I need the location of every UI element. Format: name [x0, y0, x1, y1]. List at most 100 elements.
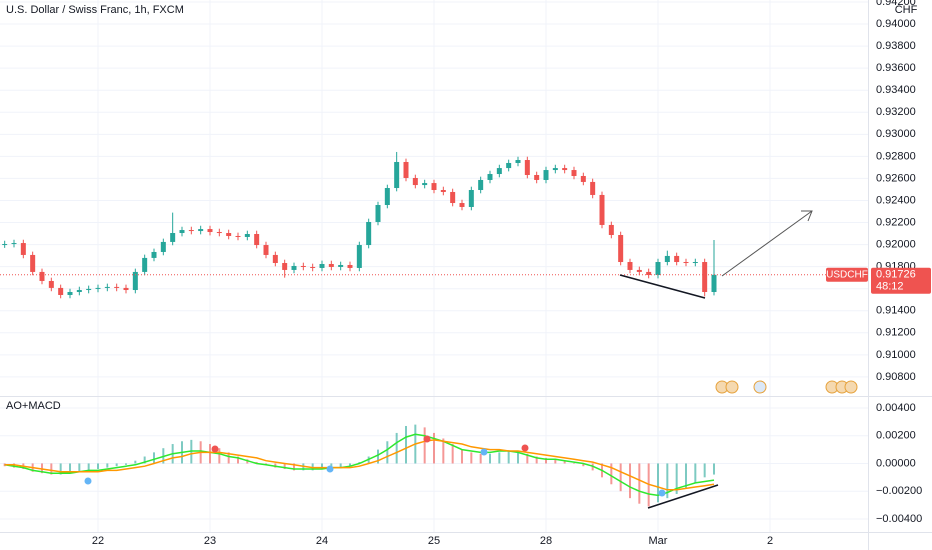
y-tick-label: 0.93400: [876, 84, 916, 96]
histogram-bar: [143, 456, 146, 464]
x-tick-label: 24: [316, 535, 328, 547]
histogram-bar: [3, 463, 6, 467]
candle-body: [142, 257, 148, 272]
histogram-bar: [115, 463, 118, 467]
candle-body: [534, 175, 540, 180]
symbol-tag: [826, 267, 868, 282]
candle-body: [431, 183, 437, 191]
histogram-bar: [554, 459, 557, 464]
histogram-bar: [713, 463, 715, 475]
y-tick-label: 0.93000: [876, 128, 916, 140]
price-tag: [871, 267, 931, 294]
marks: [0, 151, 868, 507]
candle-body: [216, 232, 222, 234]
histogram-bar: [106, 463, 109, 468]
histogram-bar: [218, 448, 221, 464]
candle-body: [179, 230, 185, 234]
event-flag[interactable]: [725, 380, 739, 394]
histogram-bar: [694, 463, 697, 483]
histogram-bar: [209, 444, 211, 464]
y-tick-label: 0.91400: [876, 305, 916, 317]
candle-body: [235, 235, 241, 237]
histogram-bar: [97, 463, 99, 470]
candle-body: [562, 168, 568, 171]
candle-body: [244, 234, 250, 237]
histogram-bar: [153, 452, 155, 464]
candle-body: [440, 190, 446, 192]
candle-body: [394, 161, 400, 189]
candle-body: [310, 266, 316, 268]
candle-body: [272, 254, 278, 264]
histogram-bar: [461, 449, 463, 464]
candle-body: [450, 191, 456, 204]
cross-dot: [423, 435, 431, 443]
countdown-label: 48:12: [876, 281, 904, 293]
candle-body: [412, 177, 418, 186]
candle-body: [67, 292, 73, 295]
indicator-title: AO+MACD: [6, 400, 61, 412]
histogram-bar: [339, 463, 342, 468]
histogram-bar: [638, 463, 641, 504]
cross-dot: [658, 489, 666, 497]
candle-body: [76, 290, 82, 293]
y-tick-label: 0.94200: [876, 0, 916, 8]
candle-body: [151, 251, 157, 258]
candle-body: [590, 181, 596, 195]
x-tick-label: Mar: [649, 535, 668, 547]
histogram-bar: [78, 463, 81, 472]
y-tick-label: 0.92200: [876, 216, 916, 228]
candle-body: [702, 262, 708, 293]
candle-body: [20, 243, 26, 255]
candle-body: [95, 287, 101, 289]
candle-body: [291, 265, 297, 270]
candle-body: [646, 271, 652, 276]
candle-body: [543, 170, 549, 180]
histogram-bar: [703, 463, 706, 478]
candle-body: [207, 229, 213, 233]
histogram-bar: [134, 460, 137, 464]
event-flags[interactable]: [715, 380, 858, 394]
arrow-line: [721, 210, 813, 277]
histogram-bar: [349, 463, 351, 467]
histogram-bar: [125, 463, 127, 465]
histogram-bar: [470, 452, 473, 464]
candle-body: [48, 280, 54, 288]
candle-body: [599, 194, 605, 225]
candle-body: [655, 262, 661, 276]
candle-body: [618, 234, 624, 263]
histogram-bar: [545, 457, 547, 464]
candle-body: [198, 229, 204, 232]
candle-body: [487, 174, 493, 180]
candle-body: [263, 245, 269, 255]
histogram-bar: [610, 463, 613, 485]
symbol-label: USDCHF: [826, 269, 868, 280]
candle-body: [636, 269, 642, 272]
histogram-bar: [479, 453, 482, 464]
candle-body: [683, 262, 689, 264]
y-tick-label: 0.92400: [876, 194, 916, 206]
event-flag[interactable]: [753, 380, 767, 394]
candle-body: [123, 287, 129, 291]
histogram-bar: [507, 450, 510, 464]
y-tick-label: 0.92600: [876, 172, 916, 184]
histogram-bar: [423, 427, 426, 464]
histogram-bar: [563, 460, 566, 464]
x-tick-label: 23: [204, 535, 216, 547]
histogram-bar: [526, 453, 529, 464]
candle-body: [30, 254, 36, 272]
event-flag[interactable]: [844, 380, 858, 394]
cross-dot: [84, 477, 92, 485]
candle-body: [114, 286, 120, 288]
candle-body: [39, 271, 45, 281]
y-tick-label: 0.00400: [876, 402, 916, 414]
histogram-bar: [629, 463, 631, 499]
candle-body: [422, 183, 428, 186]
candle-body: [552, 168, 558, 171]
candle-body: [366, 221, 372, 246]
cross-dot: [480, 448, 488, 456]
histogram-bar: [573, 463, 575, 464]
histogram-bar: [535, 456, 538, 464]
candle-body: [664, 255, 670, 263]
histogram-bar: [69, 463, 71, 474]
histogram-bar: [675, 463, 678, 494]
